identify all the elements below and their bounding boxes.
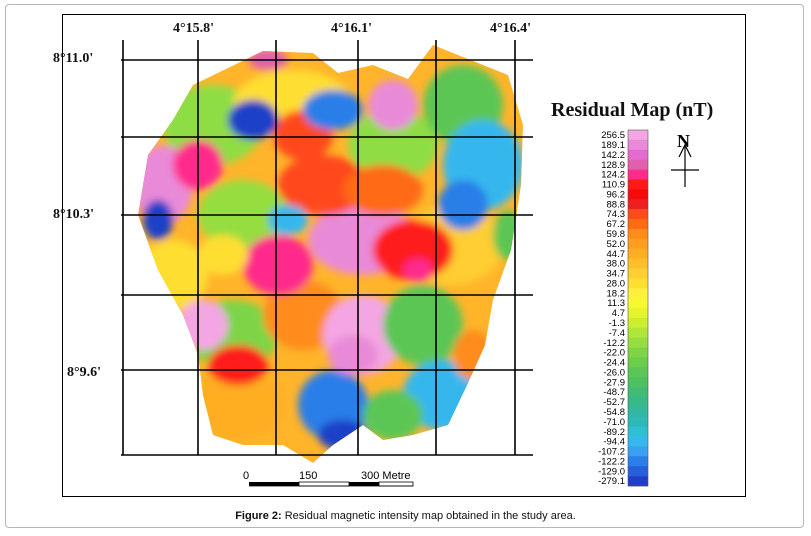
legend-swatch	[628, 317, 648, 329]
legend-value-label: -12.2	[603, 338, 625, 349]
latitude-label-2: 8°10.3'	[53, 207, 94, 222]
legend-value-label: -7.4	[609, 328, 625, 339]
legend-swatch	[628, 268, 648, 279]
legend-value-label: 189.1	[601, 140, 625, 151]
legend-swatch	[628, 238, 648, 249]
legend-scale-bar: 256.5189.1142.2128.9124.2110.996.288.874…	[598, 129, 649, 487]
legend-value-label: 67.2	[607, 219, 626, 230]
legend-swatch	[628, 149, 648, 160]
figure-caption: Figure 2: Residual magnetic intensity ma…	[0, 510, 811, 522]
legend-value-label: -52.7	[603, 397, 625, 408]
legend-swatch	[628, 406, 648, 418]
legend-value-label: 110.9	[602, 180, 625, 191]
legend-value-label: -22.0	[603, 348, 625, 359]
north-label: N	[677, 131, 690, 151]
legend-value-label: 52.0	[607, 239, 626, 250]
legend-value-label: 142.2	[601, 150, 625, 161]
map-panel: 256.5 189.1 142.2 128.9 124.2 110.9 96.2 88.8 74…	[53, 14, 746, 497]
latitude-label-3: 8°9.6'	[67, 365, 101, 380]
legend-swatch	[628, 446, 648, 457]
legend-swatch	[628, 466, 648, 477]
legend-value-label: 44.7	[607, 249, 626, 260]
caption-text: Residual magnetic intensity map obtained…	[284, 510, 576, 522]
legend-value-label: -94.4	[603, 437, 625, 448]
legend-value-label: -129.0	[598, 466, 625, 477]
legend-value-label: 38.0	[607, 259, 626, 270]
legend-title: Residual Map (nT)	[551, 99, 714, 121]
legend-swatch	[628, 258, 648, 269]
legend-swatch	[628, 228, 648, 240]
legend-swatch	[628, 456, 648, 467]
legend-swatch	[628, 436, 648, 447]
legend-swatch	[628, 327, 648, 338]
legend-swatch	[628, 357, 648, 368]
legend-value-label: -89.2	[603, 427, 625, 438]
scale-label-0: 0	[243, 470, 249, 482]
legend-swatch	[628, 209, 648, 220]
legend-swatch	[628, 397, 648, 408]
legend-swatch	[628, 476, 648, 487]
legend-swatch	[628, 179, 648, 190]
legend-swatch	[628, 169, 648, 180]
legend-swatch	[628, 308, 648, 319]
legend-value-label: 59.8	[607, 229, 626, 240]
north-arrow	[671, 143, 699, 187]
coordinate-grid	[121, 40, 533, 456]
legend-value-label: -24.4	[603, 358, 625, 369]
legend-swatch	[628, 219, 648, 230]
distance-scale-bar	[249, 481, 414, 487]
legend-swatch	[628, 416, 648, 427]
legend-value-label: 18.2	[607, 288, 626, 299]
legend-swatch	[628, 377, 648, 388]
legend-swatch	[628, 130, 648, 141]
legend-value-label: -71.0	[603, 417, 625, 428]
legend-value-label: 28.0	[607, 278, 626, 289]
legend-value-label: -122.2	[598, 456, 625, 467]
legend-value-label: 128.9	[601, 160, 625, 171]
legend-value-label: 11.3	[607, 298, 625, 309]
longitude-label-2: 4°16.1'	[331, 21, 372, 36]
legend-swatch	[628, 159, 648, 170]
legend-swatch	[628, 337, 648, 348]
legend-swatch	[628, 367, 648, 378]
legend-value-label: -26.0	[603, 367, 625, 378]
legend-value-label: 88.8	[607, 199, 626, 210]
legend-value-label: 74.3	[607, 209, 626, 220]
legend-value-label: 124.2	[601, 170, 625, 181]
legend-swatch	[628, 199, 648, 210]
legend-value-label: -54.8	[603, 407, 625, 418]
legend-value-label: -27.9	[603, 377, 625, 388]
legend-swatch	[628, 288, 648, 299]
scale-label-150: 150	[299, 470, 317, 482]
longitude-label-3: 4°16.4'	[490, 21, 531, 36]
magnetic-surface	[138, 45, 523, 463]
legend-value-label: -1.3	[609, 318, 625, 329]
legend-value-label: -107.2	[598, 447, 625, 458]
legend-value-label: 256.5	[601, 130, 625, 141]
latitude-label-1: 8°11.0'	[53, 51, 94, 66]
legend-swatch	[628, 426, 648, 437]
scale-label-300: 300 Metre	[361, 470, 411, 482]
legend-swatch	[628, 298, 648, 309]
legend-value-label: -279.1	[598, 476, 625, 487]
legend-swatch	[628, 347, 648, 358]
legend-swatch	[628, 387, 648, 398]
legend-swatch	[628, 248, 648, 259]
legend-swatch	[628, 278, 648, 289]
legend-value-label: 34.7	[607, 269, 626, 280]
legend-border	[627, 129, 649, 487]
legend-value-label: 96.2	[607, 189, 626, 200]
legend-swatch	[628, 139, 648, 151]
legend-swatch	[628, 189, 648, 200]
longitude-label-1: 4°15.8'	[173, 21, 214, 36]
caption-figure-number: Figure 2:	[235, 510, 282, 522]
legend-value-label: -48.7	[603, 387, 625, 398]
legend-value-label: 4.7	[612, 308, 625, 319]
map-canvas: 256.5189.1142.2128.9124.2110.996.288.874…	[121, 40, 699, 487]
